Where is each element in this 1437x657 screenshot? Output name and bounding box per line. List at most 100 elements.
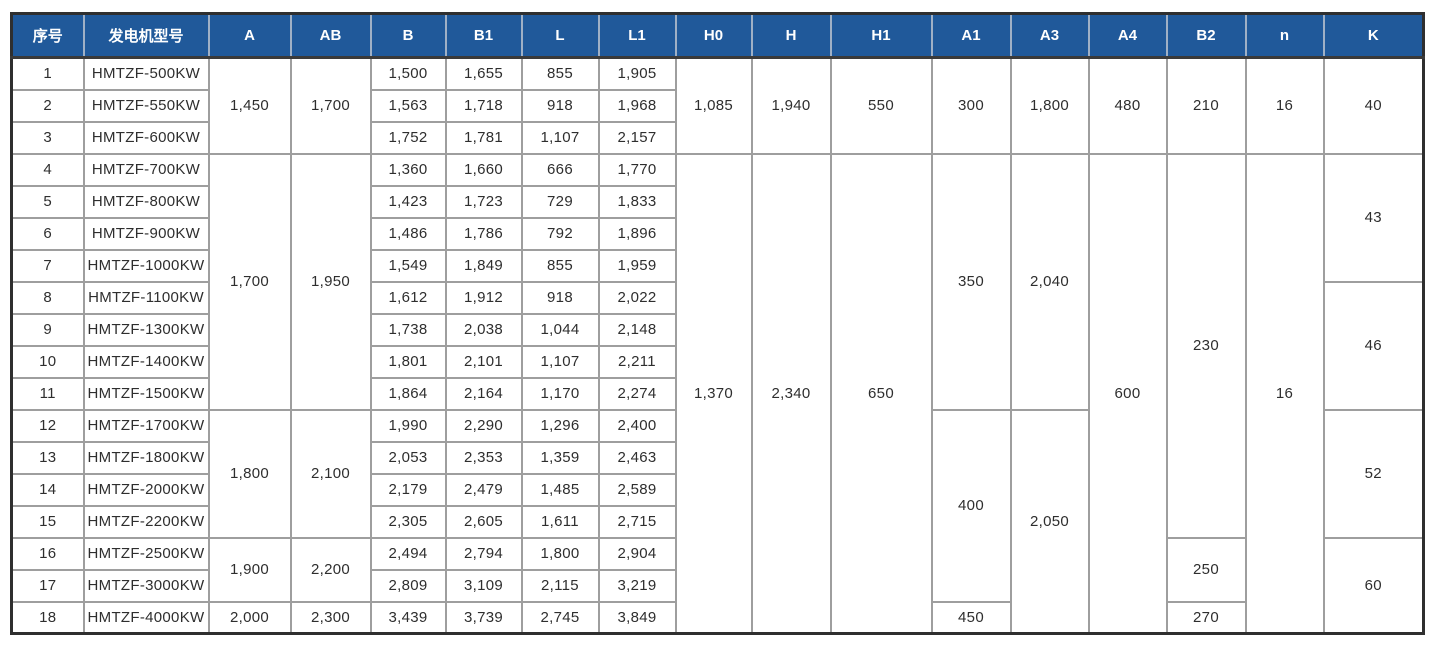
column-header-b: B (369, 13, 447, 59)
cell-L: 666 (520, 152, 600, 187)
column-header-a4: A4 (1087, 13, 1168, 59)
cell-L1: 2,157 (597, 120, 677, 155)
cell-model: HMTZF-1700KW (82, 408, 210, 443)
table-row: 9 HMTZF-1300KW 1,738 2,038 1,044 2,148 (10, 312, 1424, 347)
header-row: 序号 发电机型号 A AB B B1 L L1 H0 H H1 A1 A3 A4… (11, 13, 1424, 59)
cell-B: 1,423 (369, 184, 447, 219)
cell-B1: 2,038 (444, 312, 523, 347)
cell-serial: 17 (10, 568, 85, 603)
cell-model: HMTZF-700KW (82, 152, 210, 187)
table-row: 6 HMTZF-900KW 1,486 1,786 792 1,896 (10, 216, 1424, 251)
cell-L: 1,800 (520, 536, 600, 571)
column-header-model: 发电机型号 (82, 13, 210, 59)
column-header-l: L (520, 13, 600, 59)
column-header-h0: H0 (674, 13, 753, 59)
cell-B1: 1,655 (444, 56, 523, 91)
cell-L1: 1,770 (597, 152, 677, 187)
cell-L1: 1,833 (597, 184, 677, 219)
cell-K: 43 (1322, 152, 1425, 283)
table-row: 7 HMTZF-1000KW 1,549 1,849 855 1,959 (10, 248, 1424, 283)
cell-A: 1,900 (207, 536, 292, 603)
cell-serial: 9 (10, 312, 85, 347)
cell-H0: 1,370 (674, 152, 753, 635)
column-header-a1: A1 (930, 13, 1012, 59)
cell-L1: 2,589 (597, 472, 677, 507)
table-row: 8 HMTZF-1100KW 1,612 1,912 918 2,022 46 (10, 280, 1425, 411)
cell-B: 1,990 (369, 408, 447, 443)
cell-B2: 270 (1165, 600, 1247, 635)
cell-serial: 12 (10, 408, 85, 443)
cell-H1: 650 (829, 152, 933, 635)
cell-L1: 2,463 (597, 440, 677, 475)
table-row: 3 HMTZF-600KW 1,752 1,781 1,107 2,157 (10, 120, 1424, 155)
cell-n: 16 (1244, 152, 1325, 635)
cell-L1: 2,274 (597, 376, 677, 411)
cell-L: 1,611 (520, 504, 600, 539)
cell-model: HMTZF-2200KW (82, 504, 210, 539)
cell-AB: 2,200 (289, 536, 372, 603)
cell-B1: 2,101 (444, 344, 523, 379)
cell-K: 40 (1322, 56, 1425, 155)
generator-spec-table: 序号 发电机型号 A AB B B1 L L1 H0 H H1 A1 A3 A4… (10, 12, 1425, 635)
cell-B: 1,752 (369, 120, 447, 155)
cell-H: 2,340 (750, 152, 832, 635)
cell-L: 2,745 (520, 600, 600, 635)
cell-L1: 2,022 (597, 280, 677, 315)
cell-L1: 2,211 (597, 344, 677, 379)
cell-B: 2,305 (369, 504, 447, 539)
table-row: 4 HMTZF-700KW 1,700 1,950 1,360 1,660 66… (10, 152, 1425, 635)
cell-B2: 250 (1165, 536, 1247, 603)
cell-model: HMTZF-1300KW (82, 312, 210, 347)
cell-L1: 1,968 (597, 88, 677, 123)
cell-B: 1,549 (369, 248, 447, 283)
table-row: 5 HMTZF-800KW 1,423 1,723 729 1,833 (10, 184, 1424, 219)
cell-A: 2,000 (207, 600, 292, 635)
cell-H0: 1,085 (674, 56, 753, 155)
cell-B1: 1,660 (444, 152, 523, 187)
cell-L: 855 (520, 248, 600, 283)
cell-A4: 480 (1087, 56, 1168, 155)
column-header-k: K (1322, 13, 1424, 59)
cell-L: 1,485 (520, 472, 600, 507)
cell-AB: 2,300 (289, 600, 372, 635)
cell-model: HMTZF-1800KW (82, 440, 210, 475)
cell-B: 3,439 (369, 600, 447, 635)
cell-B1: 1,786 (444, 216, 523, 251)
table-row: 2 HMTZF-550KW 1,563 1,718 918 1,968 (10, 88, 1424, 123)
cell-B: 1,563 (369, 88, 447, 123)
cell-model: HMTZF-3000KW (82, 568, 210, 603)
cell-A1: 400 (930, 408, 1012, 603)
cell-serial: 18 (10, 600, 85, 635)
cell-AB: 1,950 (289, 152, 372, 411)
cell-serial: 8 (10, 280, 85, 315)
cell-model: HMTZF-800KW (82, 184, 210, 219)
cell-serial: 1 (10, 56, 85, 91)
cell-B1: 3,109 (444, 568, 523, 603)
table-row: 13 HMTZF-1800KW 2,053 2,353 1,359 2,463 (10, 440, 1424, 475)
cell-L1: 2,904 (597, 536, 677, 571)
cell-B1: 2,290 (444, 408, 523, 443)
cell-L: 918 (520, 280, 600, 315)
cell-B: 1,738 (369, 312, 447, 347)
cell-B1: 2,164 (444, 376, 523, 411)
column-header-h1: H1 (829, 13, 933, 59)
cell-L: 1,359 (520, 440, 600, 475)
cell-A: 1,700 (207, 152, 292, 411)
table-row: 1 HMTZF-500KW 1,450 1,700 1,500 1,655 85… (10, 56, 1425, 155)
cell-L1: 3,849 (597, 600, 677, 635)
column-header-b2: B2 (1165, 13, 1247, 59)
cell-serial: 10 (10, 344, 85, 379)
cell-B1: 1,723 (444, 184, 523, 219)
cell-L: 729 (520, 184, 600, 219)
column-header-a: A (207, 13, 292, 59)
cell-A3: 2,050 (1009, 408, 1090, 635)
cell-B: 1,500 (369, 56, 447, 91)
cell-model: HMTZF-4000KW (82, 600, 210, 635)
cell-L1: 1,896 (597, 216, 677, 251)
table-row: 16 HMTZF-2500KW 1,900 2,200 2,494 2,794 … (10, 536, 1425, 635)
table-row: 17 HMTZF-3000KW 2,809 3,109 2,115 3,219 (10, 568, 1424, 603)
cell-model: HMTZF-1000KW (82, 248, 210, 283)
column-header-serial: 序号 (11, 13, 85, 59)
cell-B: 2,053 (369, 440, 447, 475)
